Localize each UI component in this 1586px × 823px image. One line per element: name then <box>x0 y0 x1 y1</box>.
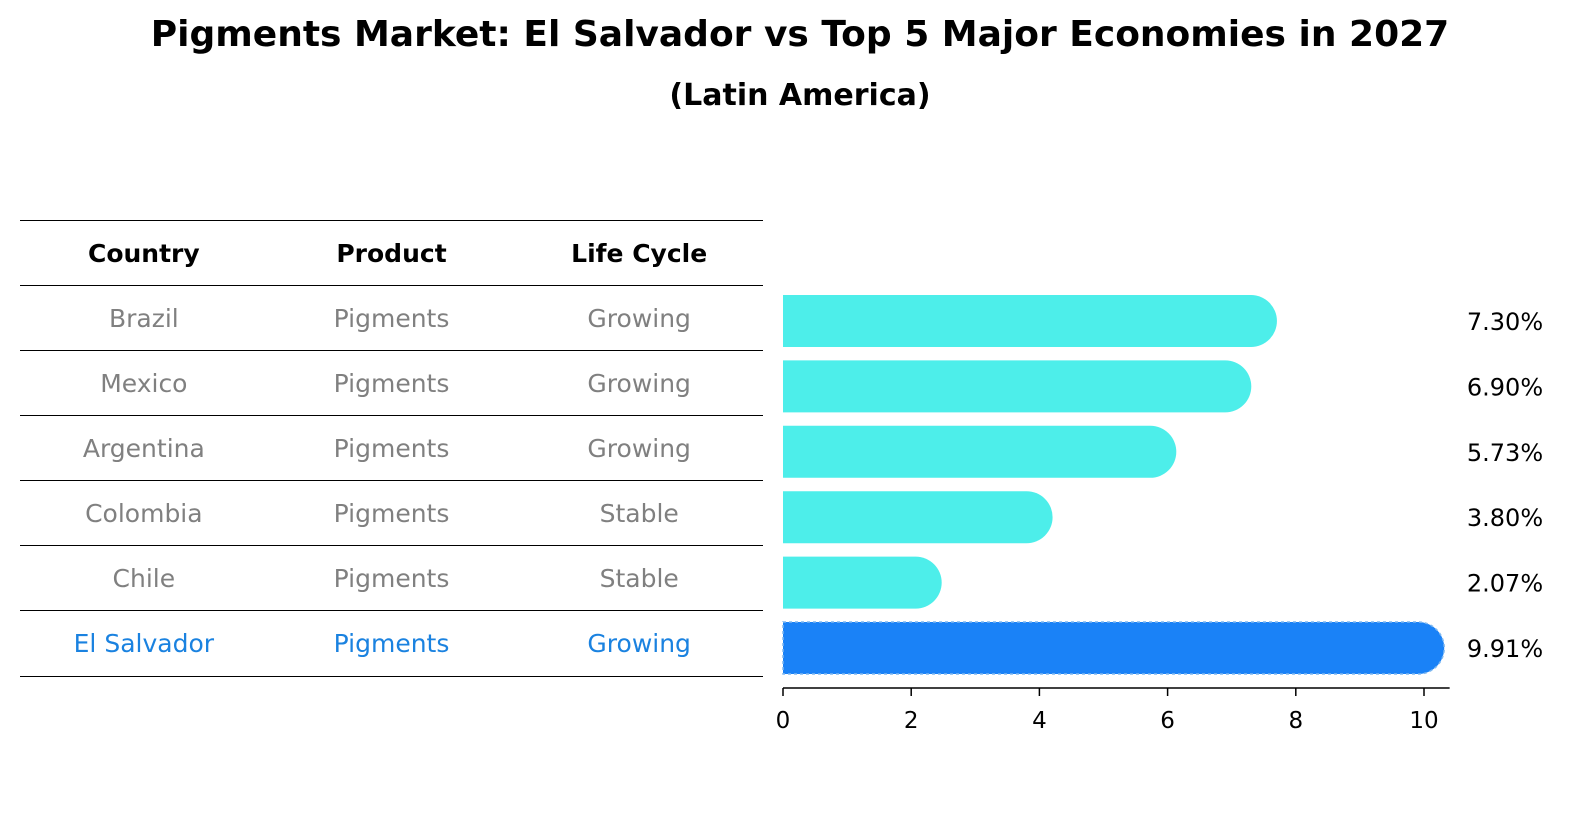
header-product: Product <box>336 238 447 268</box>
table-row: Argentina Pigments Growing <box>20 415 763 480</box>
cell-product: Pigments <box>333 303 450 333</box>
header-life-cycle: Life Cycle <box>571 238 708 268</box>
chart-title: Pigments Market: El Salvador vs Top 5 Ma… <box>150 14 1450 55</box>
chart-subtitle: (Latin America) <box>669 78 931 113</box>
value-label: 3.80% <box>1467 504 1543 532</box>
value-label: 7.30% <box>1467 308 1543 336</box>
cell-life-cycle: Stable <box>599 563 679 593</box>
table-header-row: Country Product Life Cycle <box>20 220 763 285</box>
cell-product: Pigments <box>333 628 450 658</box>
cell-product: Pigments <box>333 368 450 398</box>
cell-product: Pigments <box>333 563 450 593</box>
bar-mexico <box>783 360 1252 413</box>
cell-life-cycle: Growing <box>587 628 691 658</box>
x-tick-label: 2 <box>904 708 919 734</box>
table-row: Brazil Pigments Growing <box>20 285 763 350</box>
bar-brazil <box>783 295 1277 347</box>
bar-highlight-outline <box>782 621 1445 675</box>
value-label: 6.90% <box>1467 373 1543 401</box>
header-country: Country <box>87 238 200 268</box>
x-tick-label: 0 <box>776 708 791 734</box>
data-table: Country Product Life Cycle Brazil Pigmen… <box>20 220 763 677</box>
bar-argentina <box>783 425 1177 478</box>
cell-life-cycle: Stable <box>599 498 679 528</box>
cell-country: Brazil <box>108 303 179 333</box>
cell-product: Pigments <box>333 498 450 528</box>
bar-colombia <box>783 491 1053 544</box>
cell-life-cycle: Growing <box>587 303 691 333</box>
x-tick-label: 8 <box>1288 708 1303 734</box>
x-tick-label: 6 <box>1160 708 1175 734</box>
cell-life-cycle: Growing <box>587 368 691 398</box>
cell-country: Mexico <box>100 368 188 398</box>
cell-country: Argentina <box>82 433 205 463</box>
table-row-highlight: El Salvador Pigments Growing <box>20 610 763 677</box>
value-label: 2.07% <box>1467 570 1543 598</box>
x-tick-label: 10 <box>1409 708 1438 734</box>
cell-product: Pigments <box>333 433 450 463</box>
value-label: 5.73% <box>1467 439 1543 467</box>
table-row: Mexico Pigments Growing <box>20 350 763 415</box>
value-label: 9.91% <box>1467 635 1543 663</box>
table-row: Colombia Pigments Stable <box>20 480 763 545</box>
table-row: Chile Pigments Stable <box>20 545 763 610</box>
bar-chile <box>783 556 942 609</box>
x-tick-label: 4 <box>1032 708 1047 734</box>
cell-country: El Salvador <box>73 628 215 658</box>
cell-life-cycle: Growing <box>587 433 691 463</box>
bar-el-salvador <box>783 622 1445 674</box>
cell-country: Chile <box>112 563 176 593</box>
cell-country: Colombia <box>85 498 203 528</box>
